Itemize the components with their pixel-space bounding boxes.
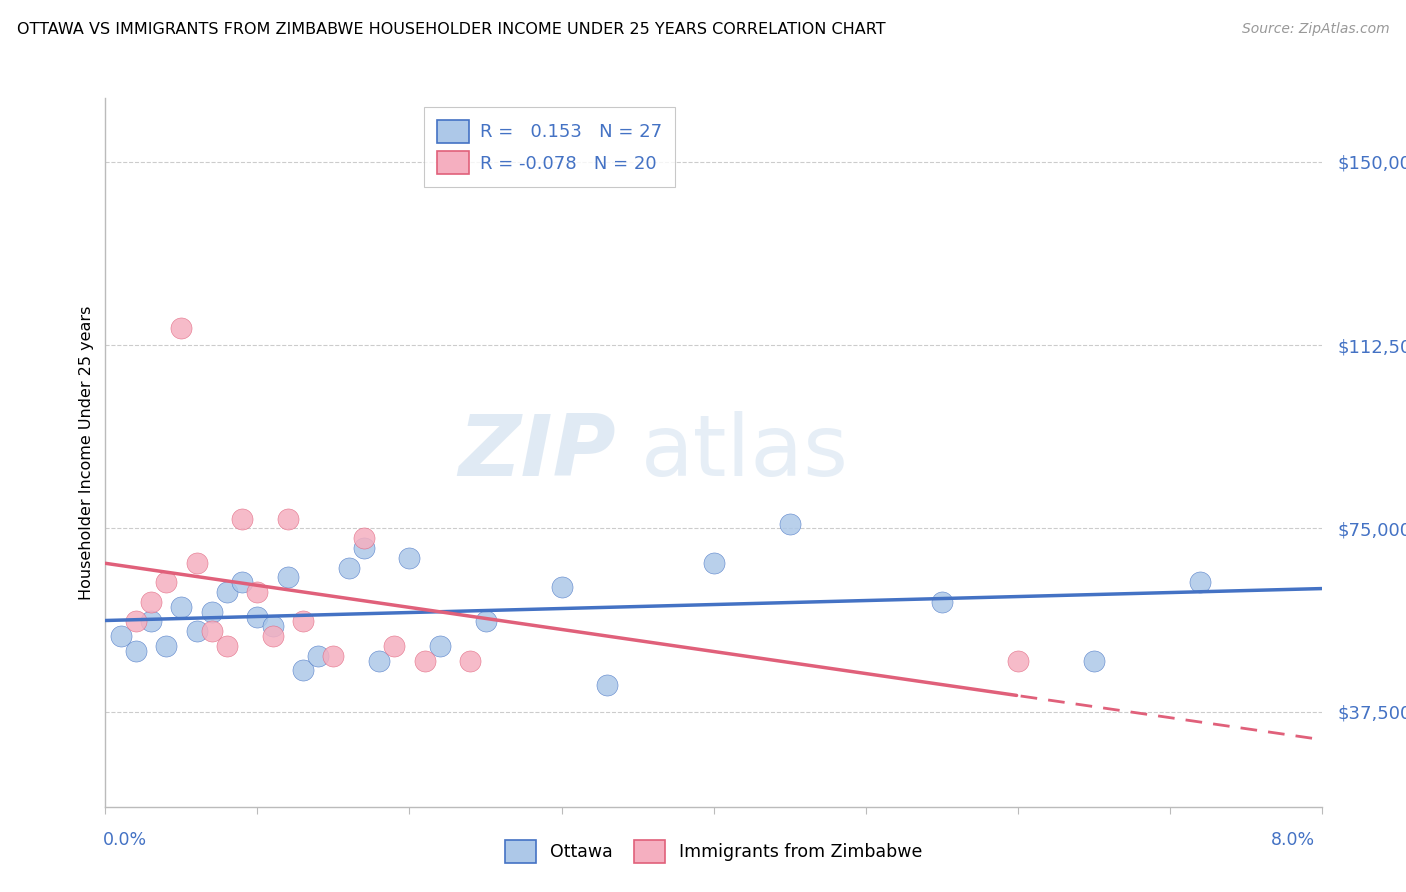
Point [262,619,284,633]
Point [139,595,162,609]
Point [170,321,193,335]
Legend: Ottawa, Immigrants from Zimbabwe: Ottawa, Immigrants from Zimbabwe [498,833,929,870]
Point [398,550,420,565]
Text: atlas: atlas [641,411,849,494]
Point [382,639,405,653]
Point [779,516,801,531]
Point [307,648,329,663]
Point [277,570,299,584]
Point [186,556,208,570]
Point [474,615,496,629]
Point [217,585,239,599]
Point [125,644,148,658]
Point [262,629,284,643]
Point [353,531,375,545]
Point [458,654,481,668]
Point [1007,654,1029,668]
Point [368,654,391,668]
Point [702,556,725,570]
Point [292,615,315,629]
Point [1083,654,1105,668]
Point [413,654,436,668]
Point [550,580,572,594]
Point [322,648,344,663]
Y-axis label: Householder Income Under 25 years: Householder Income Under 25 years [79,305,94,600]
Text: 0.0%: 0.0% [103,831,146,849]
Point [155,575,177,590]
Point [186,624,208,639]
Point [429,639,451,653]
Point [231,512,253,526]
Point [217,639,239,653]
Point [353,541,375,555]
Point [1188,575,1211,590]
Point [201,605,224,619]
Point [125,615,148,629]
Point [246,585,269,599]
Text: Source: ZipAtlas.com: Source: ZipAtlas.com [1241,22,1389,37]
Point [931,595,953,609]
Point [246,609,269,624]
Point [292,663,315,677]
Text: ZIP: ZIP [458,411,616,494]
Text: 8.0%: 8.0% [1271,831,1315,849]
Point [231,575,253,590]
Text: OTTAWA VS IMMIGRANTS FROM ZIMBABWE HOUSEHOLDER INCOME UNDER 25 YEARS CORRELATION: OTTAWA VS IMMIGRANTS FROM ZIMBABWE HOUSE… [17,22,886,37]
Point [596,678,619,692]
Point [277,512,299,526]
Point [139,615,162,629]
Point [110,629,132,643]
Point [337,560,360,574]
Point [155,639,177,653]
Point [170,599,193,614]
Point [201,624,224,639]
